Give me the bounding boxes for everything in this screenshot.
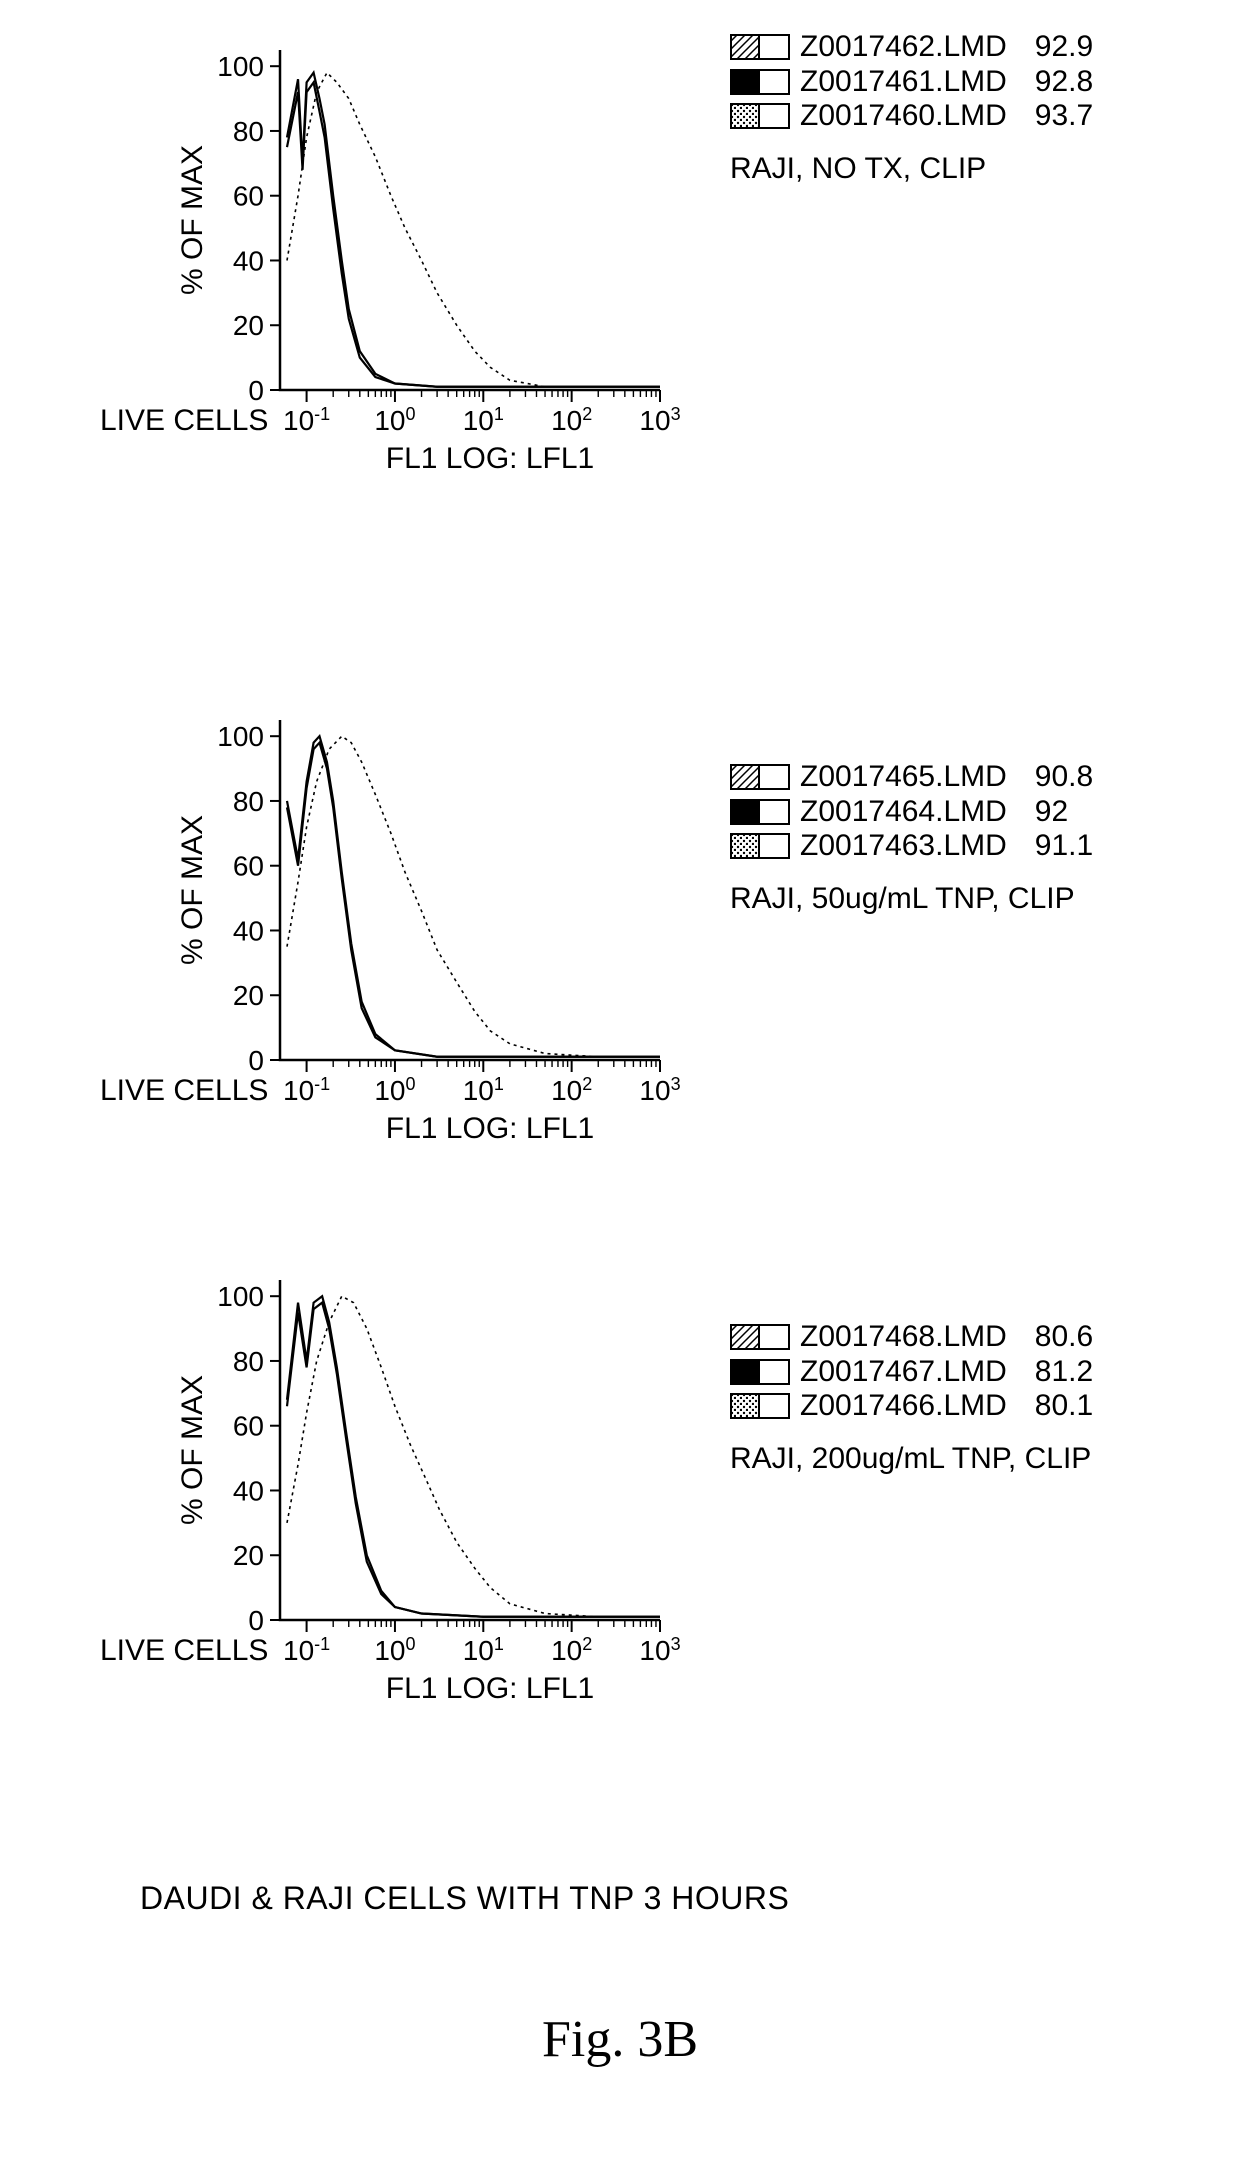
panel-title: RAJI, NO TX, CLIP bbox=[730, 152, 1093, 187]
legend-value: 91.1 bbox=[1035, 829, 1093, 864]
xtick-label: 100 bbox=[374, 1074, 415, 1106]
corner-label: LIVE CELLS bbox=[100, 404, 268, 437]
xtick-label: 102 bbox=[551, 1074, 592, 1106]
legend-value: 90.8 bbox=[1035, 760, 1093, 795]
ytick-label: 0 bbox=[248, 1045, 264, 1076]
legend-swatch-icon bbox=[730, 1324, 790, 1350]
legend-swatch-icon bbox=[730, 764, 790, 790]
ytick-label: 80 bbox=[233, 116, 264, 147]
legend-row: Z0017467.LMD 81.2 bbox=[730, 1355, 1093, 1390]
xtick-label: 103 bbox=[639, 1634, 680, 1666]
ytick-label: 20 bbox=[233, 1540, 264, 1571]
series-line bbox=[287, 73, 660, 387]
legend-label: Z0017468.LMD bbox=[800, 1320, 1007, 1355]
legend-label: Z0017462.LMD bbox=[800, 30, 1007, 65]
ytick-label: 100 bbox=[217, 1281, 264, 1312]
figure-label: Fig. 3B bbox=[0, 2010, 1240, 2069]
legend-row: Z0017462.LMD 92.9 bbox=[730, 30, 1093, 65]
ytick-label: 60 bbox=[233, 181, 264, 212]
xtick-label: 103 bbox=[639, 404, 680, 436]
y-axis-label: % OF MAX bbox=[176, 145, 209, 295]
legend-value: 92.9 bbox=[1035, 30, 1093, 65]
xtick-label: 101 bbox=[463, 404, 504, 436]
ytick-label: 0 bbox=[248, 375, 264, 406]
xtick-label: 102 bbox=[551, 1634, 592, 1666]
legend: Z0017465.LMD90.8Z0017464.LMD92Z0017463.L… bbox=[730, 760, 1093, 916]
series-line bbox=[287, 1296, 660, 1617]
ytick-label: 80 bbox=[233, 786, 264, 817]
legend-label: Z0017466.LMD bbox=[800, 1389, 1007, 1424]
x-axis-label: FL1 LOG: LFL1 bbox=[386, 442, 594, 475]
y-axis-label: % OF MAX bbox=[176, 815, 209, 965]
ytick-label: 40 bbox=[233, 915, 264, 946]
legend-label: Z0017463.LMD bbox=[800, 829, 1007, 864]
xtick-label: 10-1 bbox=[283, 1634, 330, 1666]
legend-row: Z0017464.LMD 92 bbox=[730, 795, 1093, 830]
series-line bbox=[287, 82, 660, 386]
ytick-label: 80 bbox=[233, 1346, 264, 1377]
legend-label: Z0017461.LMD bbox=[800, 65, 1007, 100]
ytick-label: 20 bbox=[233, 310, 264, 341]
xtick-label: 10-1 bbox=[283, 1074, 330, 1106]
legend-row: Z0017466.LMD 80.1 bbox=[730, 1389, 1093, 1424]
legend-row: Z0017463.LMD 91.1 bbox=[730, 829, 1093, 864]
ytick-label: 100 bbox=[217, 51, 264, 82]
panel-title: RAJI, 200ug/mL TNP, CLIP bbox=[730, 1442, 1093, 1477]
legend-swatch-icon bbox=[730, 799, 790, 825]
xtick-label: 103 bbox=[639, 1074, 680, 1106]
panel-c: 0 20 40 60 80 100 10-1 100 101 102 103 % OF MAX FL1 … bbox=[90, 1250, 1150, 1730]
series-line bbox=[287, 1296, 660, 1617]
xtick-label: 101 bbox=[463, 1074, 504, 1106]
corner-label: LIVE CELLS bbox=[100, 1074, 268, 1107]
legend-swatch-icon bbox=[730, 69, 790, 95]
xtick-label: 101 bbox=[463, 1634, 504, 1666]
panel-b: 0 20 40 60 80 100 10-1 100 101 102 103 % OF MAX FL1 … bbox=[90, 690, 1150, 1170]
legend-swatch-icon bbox=[730, 1393, 790, 1419]
x-axis-label: FL1 LOG: LFL1 bbox=[386, 1672, 594, 1705]
legend-row: Z0017465.LMD 90.8 bbox=[730, 760, 1093, 795]
bottom-caption: DAUDI & RAJI CELLS WITH TNP 3 HOURS bbox=[140, 1880, 789, 1917]
legend-value: 81.2 bbox=[1035, 1355, 1093, 1390]
ytick-label: 0 bbox=[248, 1605, 264, 1636]
xtick-label: 100 bbox=[374, 404, 415, 436]
legend: Z0017462.LMD92.9Z0017461.LMD92.8Z0017460… bbox=[730, 30, 1093, 186]
legend-swatch-icon bbox=[730, 833, 790, 859]
legend-label: Z0017460.LMD bbox=[800, 99, 1007, 134]
legend-row: Z0017468.LMD 80.6 bbox=[730, 1320, 1093, 1355]
corner-label: LIVE CELLS bbox=[100, 1634, 268, 1667]
legend-label: Z0017464.LMD bbox=[800, 795, 1007, 830]
legend-label: Z0017467.LMD bbox=[800, 1355, 1007, 1390]
legend-swatch-icon bbox=[730, 103, 790, 129]
x-axis-label: FL1 LOG: LFL1 bbox=[386, 1112, 594, 1145]
panel-a: 0 20 40 60 80 100 10-1 100 101 102 103 % OF MAX FL1 … bbox=[90, 20, 1150, 500]
ytick-label: 20 bbox=[233, 980, 264, 1011]
xtick-label: 102 bbox=[551, 404, 592, 436]
panel-title: RAJI, 50ug/mL TNP, CLIP bbox=[730, 882, 1093, 917]
legend-value: 92 bbox=[1035, 795, 1068, 830]
legend-label: Z0017465.LMD bbox=[800, 760, 1007, 795]
legend-value: 80.1 bbox=[1035, 1389, 1093, 1424]
legend-swatch-icon bbox=[730, 34, 790, 60]
series-line bbox=[287, 736, 660, 1057]
figure-page: 0 20 40 60 80 100 10-1 100 101 102 103 % OF MAX FL1 … bbox=[0, 0, 1240, 2176]
ytick-label: 40 bbox=[233, 245, 264, 276]
y-axis-label: % OF MAX bbox=[176, 1375, 209, 1525]
xtick-label: 10-1 bbox=[283, 404, 330, 436]
legend-value: 92.8 bbox=[1035, 65, 1093, 100]
series-line bbox=[287, 73, 660, 387]
legend-row: Z0017461.LMD 92.8 bbox=[730, 65, 1093, 100]
ytick-label: 60 bbox=[233, 851, 264, 882]
ytick-label: 60 bbox=[233, 1411, 264, 1442]
legend-value: 93.7 bbox=[1035, 99, 1093, 134]
ytick-label: 40 bbox=[233, 1475, 264, 1506]
xtick-label: 100 bbox=[374, 1634, 415, 1666]
ytick-label: 100 bbox=[217, 721, 264, 752]
legend-row: Z0017460.LMD 93.7 bbox=[730, 99, 1093, 134]
series-line bbox=[287, 1303, 660, 1617]
legend: Z0017468.LMD80.6Z0017467.LMD81.2Z0017466… bbox=[730, 1320, 1093, 1476]
legend-value: 80.6 bbox=[1035, 1320, 1093, 1355]
legend-swatch-icon bbox=[730, 1359, 790, 1385]
